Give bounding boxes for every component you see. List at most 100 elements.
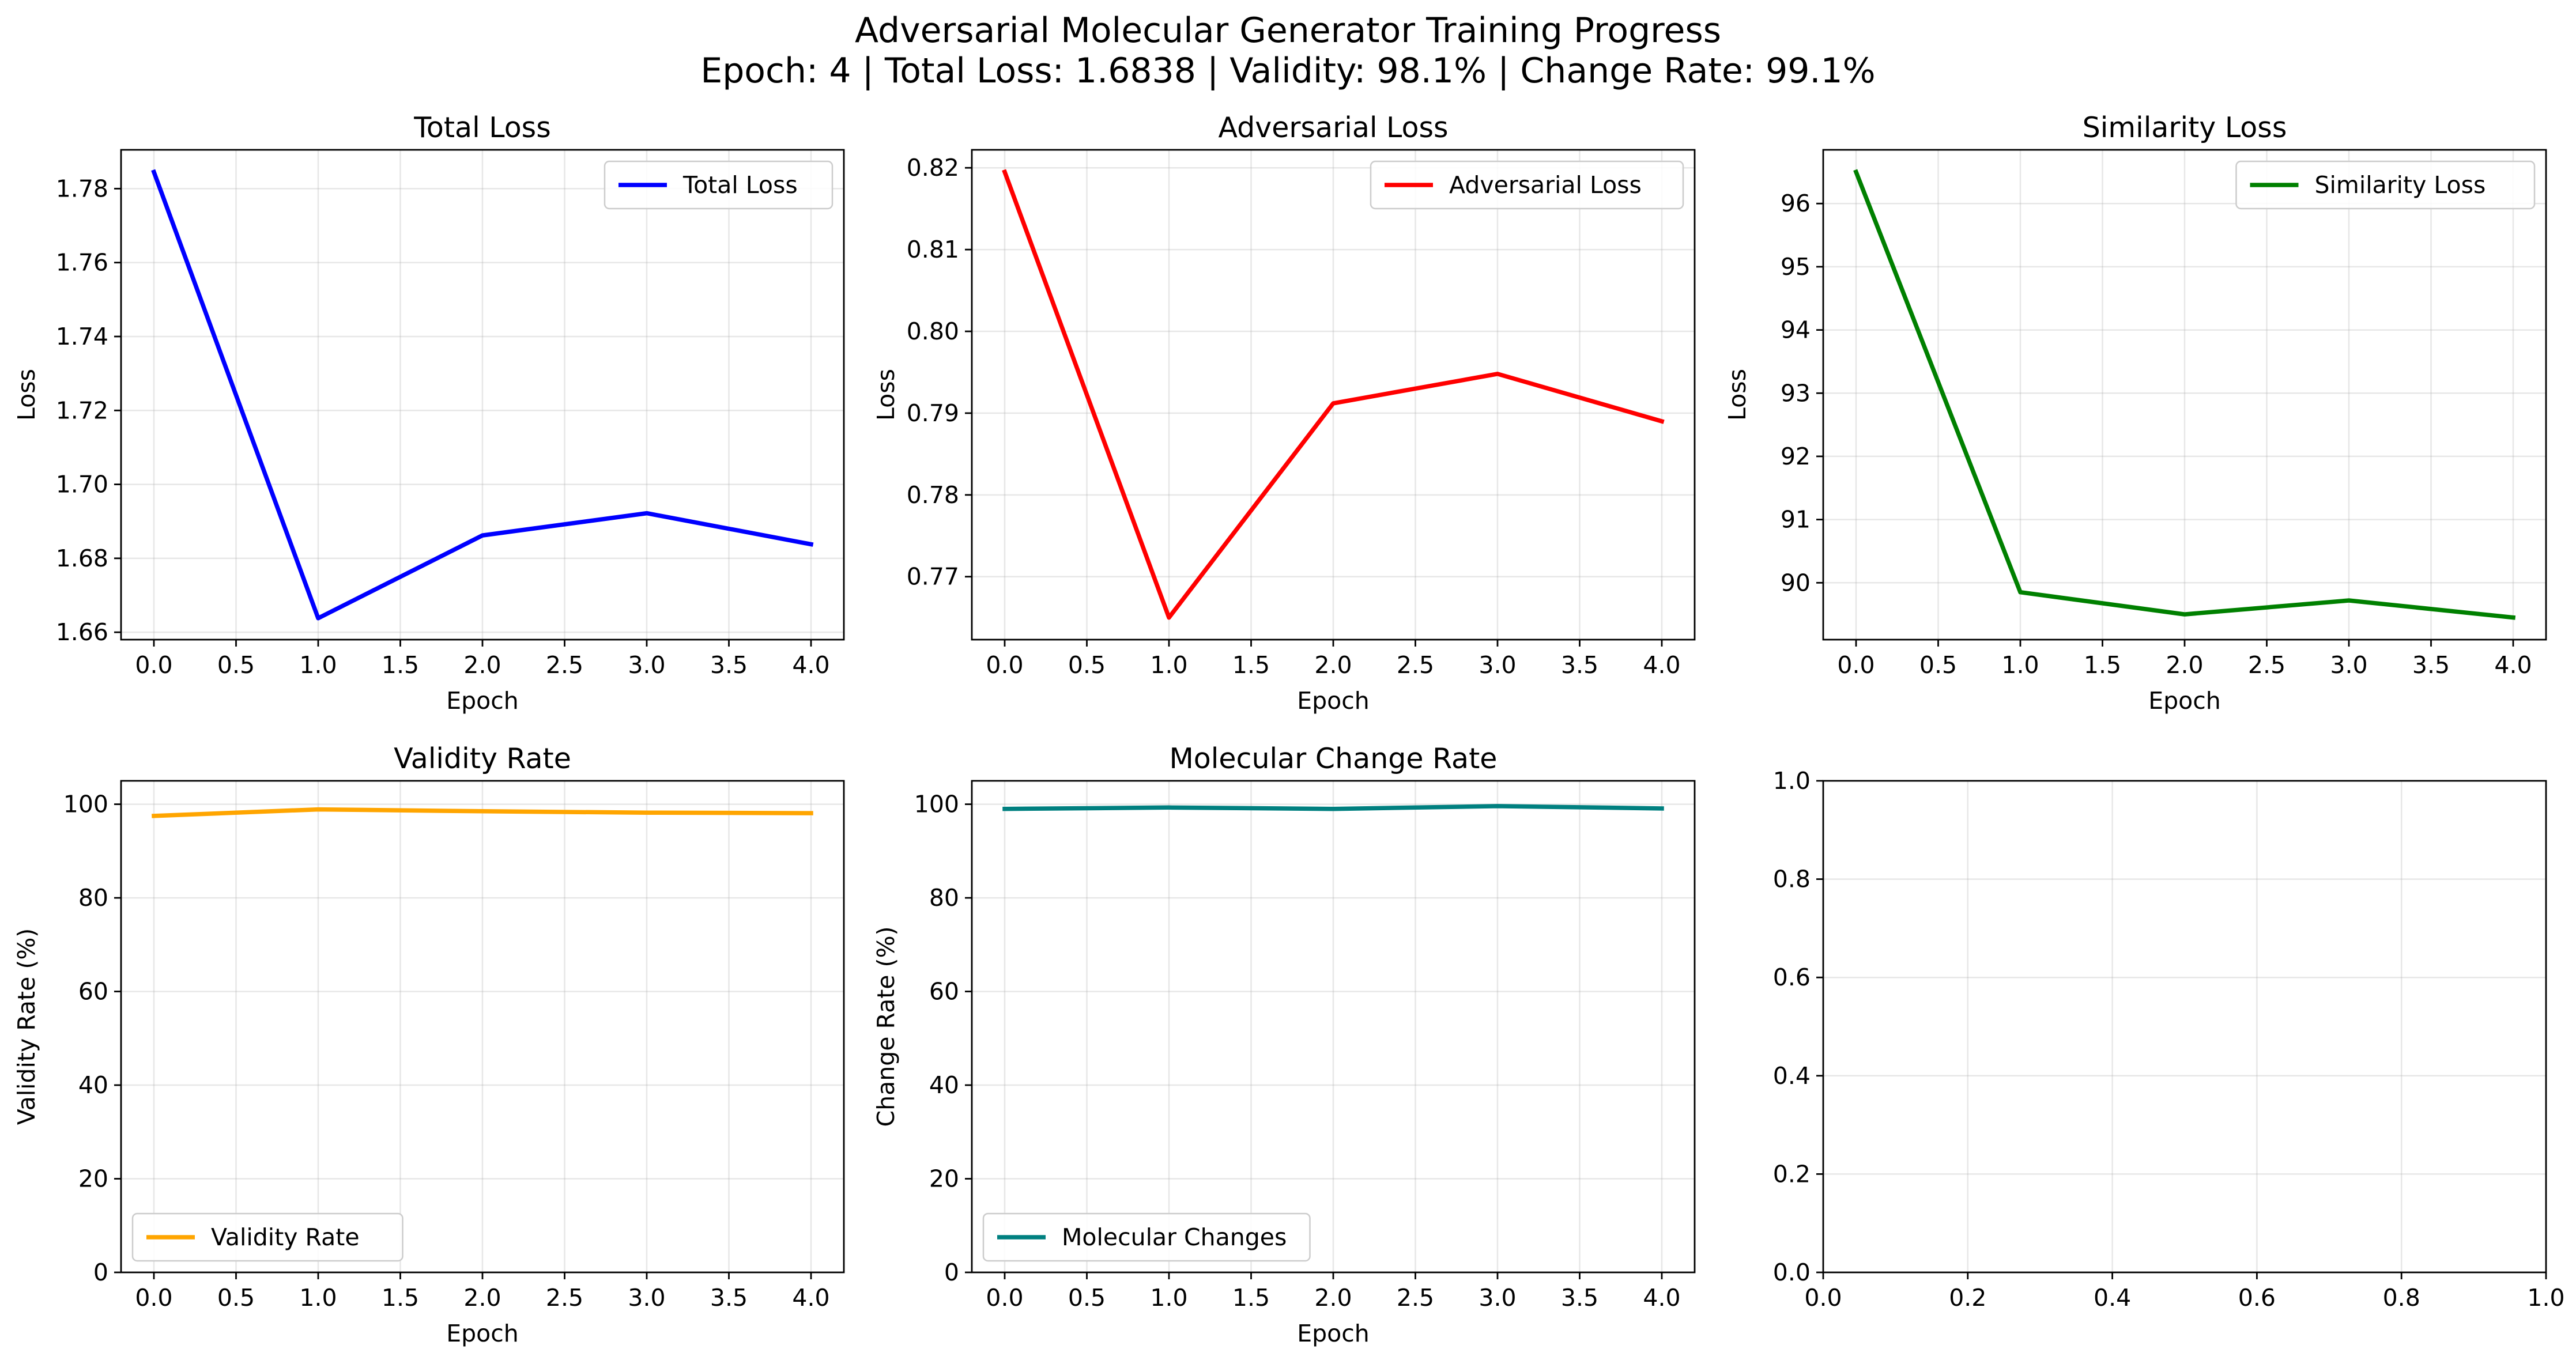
x-tick-label: 2.5 [546, 1284, 583, 1312]
x-tick-label: 3.5 [2412, 651, 2450, 679]
x-tick-label: 2.0 [463, 651, 501, 679]
y-tick-label: 1.78 [56, 175, 108, 202]
x-tick-label: 0.6 [2238, 1284, 2276, 1312]
x-tick-label: 4.0 [792, 1284, 829, 1312]
subplot-title: Molecular Change Rate [1170, 742, 1498, 775]
x-axis-label: Epoch [446, 687, 519, 715]
y-tick-label: 1.72 [56, 396, 108, 424]
x-tick-label: 3.0 [1479, 651, 1516, 679]
series-line [1002, 804, 1664, 811]
y-tick-label: 0.8 [1773, 866, 1811, 893]
subplot-2: 0.0 0.5 1.0 1.5 2.0 2.5 3.0 3.5 4.0 0.77 0.78 0.79 0… [872, 111, 1696, 715]
x-tick-label: 3.0 [1479, 1284, 1516, 1312]
x-tick-label: 2.5 [1397, 651, 1434, 679]
series-line [1002, 169, 1665, 620]
y-tick-label: 90 [1781, 569, 1811, 596]
legend: Molecular Changes [982, 1212, 1311, 1262]
x-tick-label: 1.0 [1150, 651, 1187, 679]
x-tick-label: 3.0 [628, 1284, 665, 1312]
x-tick-label: 0.5 [217, 1284, 255, 1312]
y-tick-label: 91 [1781, 506, 1811, 534]
x-axis-label: Epoch [1297, 1320, 1370, 1347]
y-tick-label: 93 [1781, 379, 1811, 407]
y-tick-label: 1.68 [56, 545, 108, 572]
y-tick-label: 0.0 [1773, 1259, 1811, 1286]
y-tick-label: 1.66 [56, 618, 108, 646]
x-tick-label: 1.5 [1232, 1284, 1270, 1312]
x-tick-label: 2.0 [1314, 1284, 1352, 1312]
x-tick-label: 0.5 [1919, 651, 1957, 679]
y-tick-label: 95 [1781, 253, 1811, 281]
x-tick-label: 4.0 [1643, 651, 1680, 679]
legend: Adversarial Loss [1370, 160, 1684, 210]
y-tick-label: 0.78 [907, 481, 959, 509]
subplot-title: Total Loss [413, 111, 551, 144]
x-tick-label: 3.5 [710, 651, 748, 679]
legend-label: Molecular Changes [1062, 1223, 1287, 1251]
subplot-title: Validity Rate [394, 742, 571, 775]
x-tick-label: 1.0 [2527, 1284, 2564, 1312]
y-tick-label: 60 [78, 978, 108, 1006]
y-tick-label: 0.6 [1773, 964, 1811, 991]
legend: Total Loss [604, 160, 833, 210]
y-tick-label: 80 [929, 884, 959, 912]
x-tick-label: 0.2 [1949, 1284, 1986, 1312]
legend-label: Total Loss [682, 171, 798, 199]
x-tick-label: 2.0 [1314, 651, 1352, 679]
legend-box [604, 160, 833, 210]
y-tick-label: 0.2 [1773, 1160, 1811, 1188]
x-tick-label: 2.0 [463, 1284, 501, 1312]
series-line [151, 169, 814, 621]
y-tick-label: 96 [1781, 190, 1811, 217]
legend: Validity Rate [131, 1212, 403, 1262]
y-tick-label: 100 [63, 791, 108, 818]
y-tick-label: 60 [929, 978, 959, 1006]
x-tick-label: 2.0 [2166, 651, 2203, 679]
x-tick-label: 4.0 [2494, 651, 2532, 679]
y-tick-label: 1.0 [1773, 767, 1811, 795]
subplot-title: Adversarial Loss [1218, 111, 1448, 144]
y-tick-label: 1.74 [56, 323, 108, 350]
subplot-1: 0.0 0.5 1.0 1.5 2.0 2.5 3.0 3.5 4.0 1.66 1.68 1.70 1… [13, 111, 845, 715]
x-tick-label: 3.5 [710, 1284, 748, 1312]
legend-label: Similarity Loss [2315, 171, 2486, 199]
y-tick-label: 0.82 [907, 154, 959, 182]
x-tick-label: 1.5 [2084, 651, 2121, 679]
y-axis-label: Validity Rate (%) [13, 928, 40, 1125]
y-tick-label: 0.79 [907, 399, 959, 427]
x-tick-label: 1.0 [1150, 1284, 1187, 1312]
y-tick-label: 1.76 [56, 249, 108, 277]
y-axis-label: Loss [13, 369, 40, 421]
x-tick-label: 0.5 [217, 651, 255, 679]
legend-label: Adversarial Loss [1449, 171, 1642, 199]
x-axis-label: Epoch [446, 1320, 519, 1347]
y-tick-label: 0 [93, 1259, 108, 1286]
legend: Similarity Loss [2235, 160, 2536, 210]
legend-box [982, 1212, 1311, 1262]
x-tick-label: 3.0 [2330, 651, 2367, 679]
y-tick-label: 40 [929, 1071, 959, 1099]
x-tick-label: 1.5 [382, 1284, 419, 1312]
x-tick-label: 3.5 [1561, 651, 1598, 679]
x-tick-label: 0.0 [135, 651, 172, 679]
legend-label: Validity Rate [211, 1223, 360, 1251]
x-tick-label: 1.5 [1232, 651, 1270, 679]
x-axis-label: Epoch [1297, 687, 1370, 715]
x-axis-label: Epoch [2148, 687, 2221, 715]
axes-frame [1822, 780, 2547, 1274]
series-line [152, 807, 813, 818]
subplot-title: Similarity Loss [2083, 111, 2287, 144]
x-tick-label: 0.5 [1068, 651, 1106, 679]
x-tick-label: 3.5 [1561, 1284, 1598, 1312]
x-tick-label: 1.0 [299, 651, 337, 679]
y-tick-label: 40 [78, 1071, 108, 1099]
x-tick-label: 0.4 [2094, 1284, 2131, 1312]
x-tick-label: 2.5 [1397, 1284, 1434, 1312]
x-tick-label: 2.5 [546, 651, 583, 679]
y-tick-label: 1.70 [56, 471, 108, 498]
x-tick-label: 1.0 [299, 1284, 337, 1312]
legend-box [1370, 160, 1684, 210]
x-tick-label: 0.0 [986, 1284, 1023, 1312]
x-tick-label: 4.0 [1643, 1284, 1680, 1312]
x-tick-label: 4.0 [792, 651, 829, 679]
